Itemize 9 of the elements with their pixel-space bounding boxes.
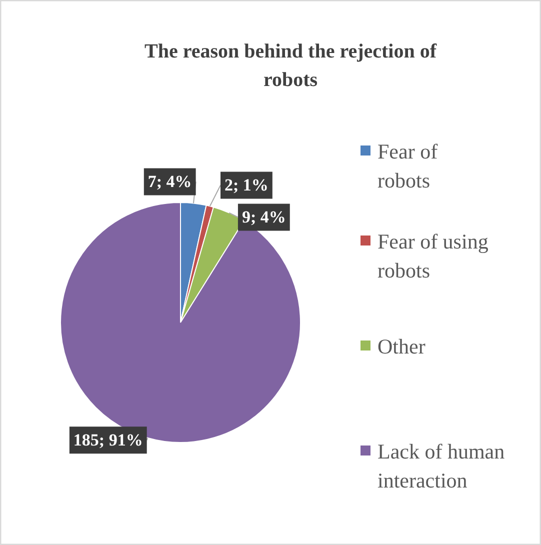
legend-label: Fear of using robots — [378, 230, 489, 282]
data-label: 185; 91% — [73, 430, 143, 450]
legend-label: Fear of robots — [378, 140, 438, 192]
data-label: 7; 4% — [148, 172, 192, 192]
data-label: 2; 1% — [224, 176, 268, 195]
data-label: 9; 4% — [242, 208, 286, 227]
legend-label: Other — [378, 334, 426, 358]
legend-label: Lack of human interaction — [378, 440, 506, 492]
chart-title: The reason behind the rejection of robots — [144, 40, 437, 92]
